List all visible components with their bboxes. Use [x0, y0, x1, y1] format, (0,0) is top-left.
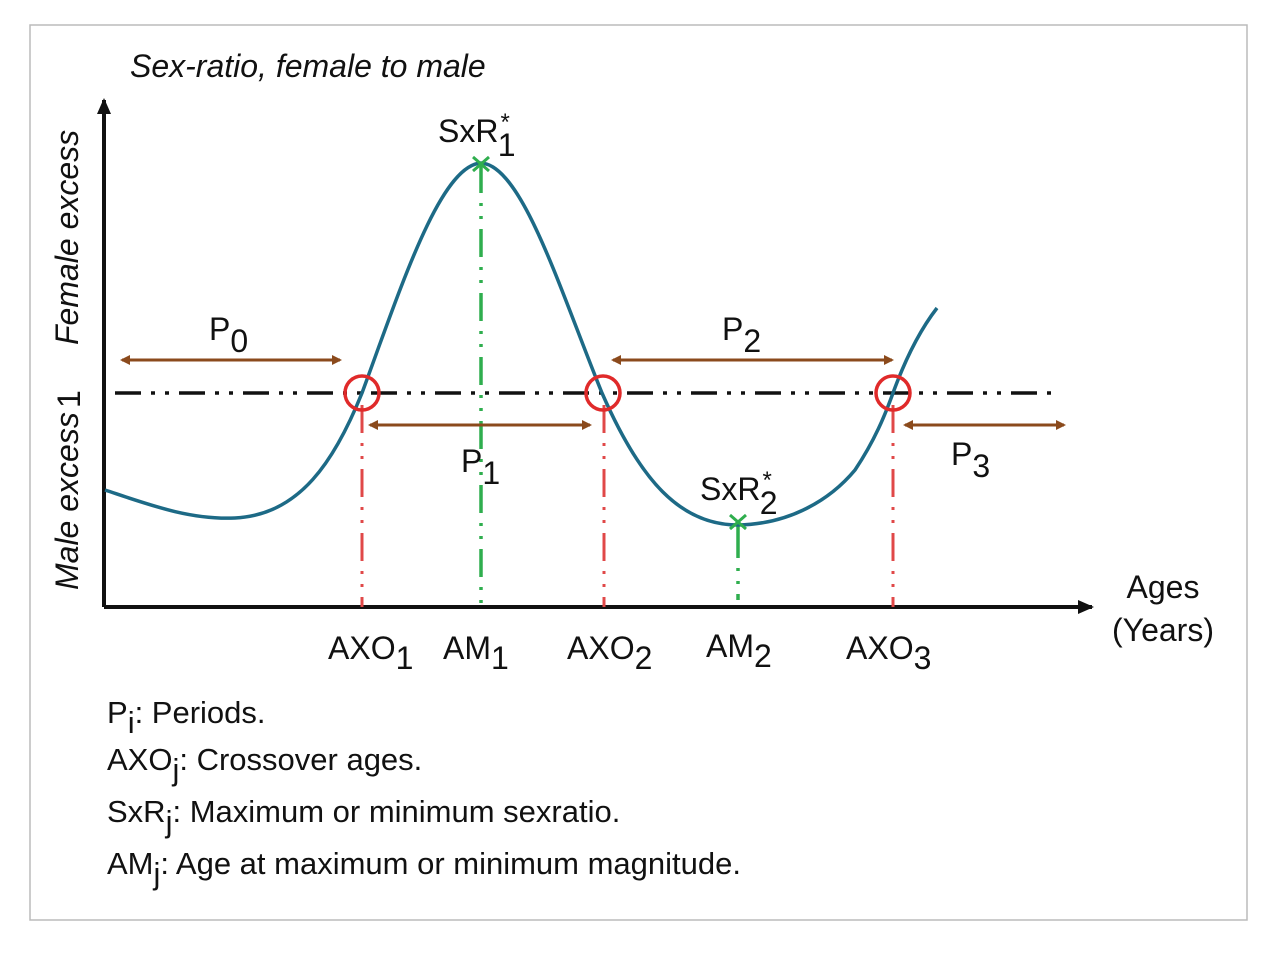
period-label-p3: P3: [951, 436, 990, 484]
peak-label: SxR* 1: [438, 109, 516, 163]
sex-ratio-curve: [104, 161, 939, 527]
period-label-p1: P1: [461, 443, 500, 491]
legend-item-age-magnitude: AMj: Age at maximum or minimum magnitude…: [107, 846, 741, 891]
frame: [29, 24, 1248, 921]
crossover-circle-1: [343, 374, 381, 412]
x-axis-title-line1: Ages: [1127, 569, 1200, 605]
x-marker-axo3: AXO3: [846, 630, 931, 676]
trough-marker: [729, 513, 747, 531]
x-marker-am1: AM1: [443, 630, 509, 676]
legend: Pi: Periods. AXOj: Crossover ages. SxRj:…: [107, 695, 741, 891]
crossover-circle-3: [874, 374, 912, 412]
legend-item-sexratio: SxRj: Maximum or minimum sexratio.: [107, 794, 620, 839]
female-excess-label: Female excess: [49, 130, 85, 345]
peak-marker: [472, 155, 490, 173]
x-axis-title-line2: (Years): [1112, 612, 1214, 648]
trough-label: SxR* 2: [700, 467, 778, 521]
y-reference-tick: 1: [51, 390, 87, 408]
period-label-p0: P0: [209, 311, 248, 359]
crossover-circle-2: [584, 374, 622, 412]
x-marker-axo1: AXO1: [328, 630, 413, 676]
x-marker-axo2: AXO2: [567, 630, 652, 676]
male-excess-label: Male excess: [49, 412, 85, 590]
legend-item-crossover: AXOj: Crossover ages.: [107, 742, 422, 787]
period-label-p2: P2: [722, 311, 761, 359]
x-marker-am2: AM2: [706, 628, 772, 674]
legend-item-periods: Pi: Periods.: [107, 695, 266, 740]
y-axis-title: Sex-ratio, female to male: [130, 48, 486, 84]
